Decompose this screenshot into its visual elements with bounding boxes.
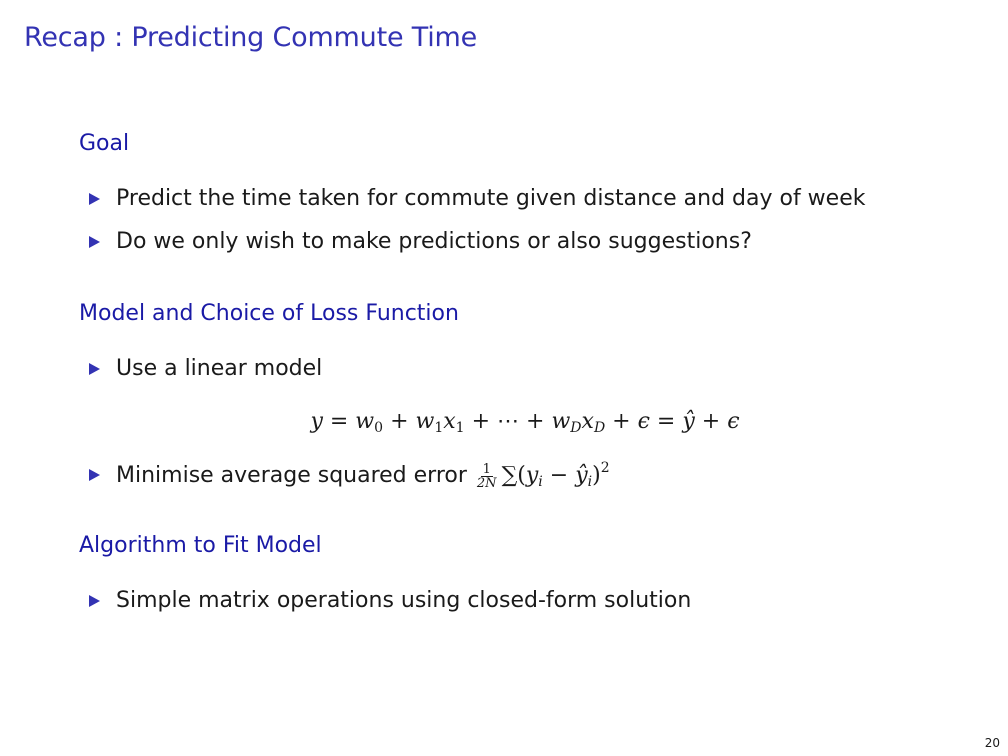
model-item-2-text: Minimise average squared error	[116, 462, 467, 488]
page-number: 20	[984, 736, 1000, 750]
triangle-right-icon	[89, 594, 100, 607]
model-item-1-text: Use a linear model	[116, 356, 323, 381]
algorithm-item-1-text: Simple matrix operations using closed-fo…	[116, 588, 692, 613]
goal-heading: Goal	[79, 131, 130, 156]
goal-item-2-text: Do we only wish to make predictions or a…	[116, 229, 752, 254]
triangle-right-icon	[89, 469, 100, 481]
goal-item-1: Predict the time taken for commute given…	[89, 186, 865, 211]
model-item-2: Minimise average squared error 1 2N ∑(yi −…	[89, 460, 610, 490]
model-heading: Model and Choice of Loss Function	[79, 301, 459, 326]
goal-item-2: Do we only wish to make predictions or a…	[89, 229, 752, 254]
slide-title: Recap : Predicting Commute Time	[24, 22, 478, 53]
algorithm-heading: Algorithm to Fit Model	[79, 533, 322, 558]
model-item-1: Use a linear model	[89, 356, 322, 381]
loss-formula: 1 2N ∑(yi − ŷi)2	[476, 460, 610, 491]
linear-model-equation: y = w0 + w1x1 + ⋯ + wDxD + ϵ = ŷ + ϵ	[310, 409, 740, 436]
goal-item-1-text: Predict the time taken for commute given…	[116, 186, 866, 211]
triangle-right-icon	[89, 235, 100, 248]
triangle-right-icon	[89, 362, 100, 375]
triangle-right-icon	[89, 192, 100, 205]
algorithm-item-1: Simple matrix operations using closed-fo…	[89, 588, 691, 613]
